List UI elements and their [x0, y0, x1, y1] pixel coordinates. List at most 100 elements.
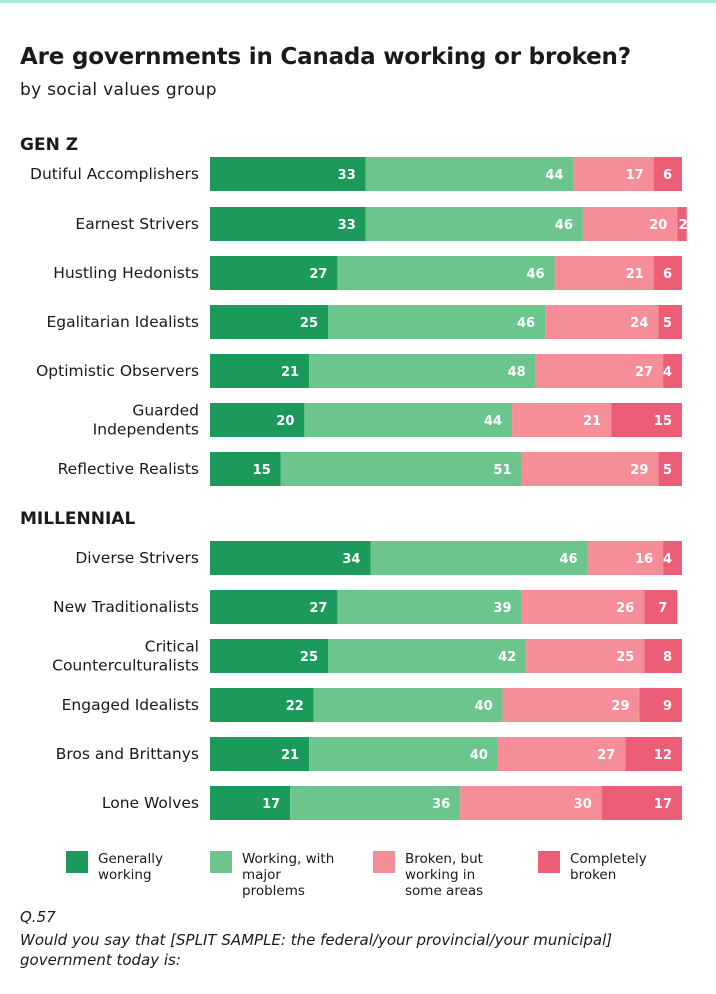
group-label: GEN Z — [20, 135, 78, 155]
data-label: 29 — [630, 463, 648, 478]
bar-segment-broken-some-areas — [521, 452, 659, 486]
data-label: 27 — [597, 748, 615, 763]
data-label: 46 — [560, 552, 578, 567]
data-label: 44 — [484, 414, 502, 429]
bar-segment-broken-some-areas — [545, 305, 659, 339]
category-label: Optimistic Observers — [36, 362, 199, 380]
bar-segment-generally-working — [210, 305, 328, 339]
bar-segment-working-major-problems — [328, 639, 527, 673]
legend-swatch-generally-working — [66, 851, 88, 873]
data-label: 48 — [508, 365, 526, 380]
bar-segment-completely-broken — [625, 737, 682, 771]
data-label: 36 — [432, 797, 450, 812]
bar-segment-working-major-problems — [370, 541, 588, 575]
bar-segment-completely-broken — [653, 157, 682, 191]
bar-segment-working-major-problems — [328, 305, 546, 339]
bar-segment-broken-some-areas — [554, 256, 654, 290]
data-label: 27 — [309, 601, 327, 616]
bar-segment-completely-broken — [677, 207, 687, 241]
data-label: 21 — [583, 414, 601, 429]
bar-segment-completely-broken — [658, 305, 682, 339]
data-label: 46 — [526, 267, 544, 282]
data-label: 27 — [635, 365, 653, 380]
legend-item-generally-working: Generally working — [66, 851, 190, 883]
bar-segment-completely-broken — [601, 786, 682, 820]
category-label: Hustling Hedonists — [53, 264, 199, 282]
category-label: Lone Wolves — [102, 794, 199, 812]
bar-segment-working-major-problems — [365, 157, 574, 191]
top-accent-rule — [0, 0, 716, 3]
bar-segment-completely-broken — [644, 590, 678, 624]
bar-segment-broken-some-areas — [535, 354, 664, 388]
bar-segment-working-major-problems — [290, 786, 461, 820]
question-text: Would you say that [SPLIT SAMPLE: the fe… — [20, 931, 613, 969]
chart-title: Are governments in Canada working or bro… — [20, 44, 631, 70]
bar-segment-working-major-problems — [337, 256, 555, 290]
bar-segment-working-major-problems — [304, 403, 513, 437]
bar-segment-generally-working — [210, 157, 366, 191]
bar-segment-broken-some-areas — [512, 403, 612, 437]
category-label: Engaged Idealists — [62, 696, 199, 714]
data-label: 15 — [253, 463, 271, 478]
data-label: 8 — [663, 650, 672, 665]
bar-segment-generally-working — [210, 688, 314, 722]
category-label: Earnest Strivers — [75, 215, 199, 233]
category-label: Counterculturalists — [52, 657, 199, 675]
data-label: 24 — [630, 316, 648, 331]
data-label: 33 — [338, 168, 356, 183]
bar-segment-generally-working — [210, 786, 291, 820]
data-label: 29 — [611, 699, 629, 714]
bar-segment-working-major-problems — [337, 590, 522, 624]
bar-segment-broken-some-areas — [521, 590, 645, 624]
bar-segment-broken-some-areas — [502, 688, 640, 722]
bar-segment-broken-some-areas — [497, 737, 626, 771]
bar-segment-completely-broken — [639, 688, 682, 722]
bar-segment-generally-working — [210, 207, 366, 241]
data-label: 4 — [663, 365, 672, 380]
category-label: Independents — [93, 421, 199, 439]
data-label: 30 — [574, 797, 592, 812]
data-label: 21 — [281, 365, 299, 380]
bar-segment-working-major-problems — [313, 688, 503, 722]
legend-swatch-broken-some-areas — [373, 851, 395, 873]
bar-segment-generally-working — [210, 737, 310, 771]
bar-segment-working-major-problems — [309, 737, 498, 771]
data-label: 5 — [663, 463, 672, 478]
data-label: 34 — [342, 552, 360, 567]
data-label: 27 — [309, 267, 327, 282]
bar-segment-completely-broken — [644, 639, 682, 673]
legend-label: Broken, but working in some areas — [405, 851, 484, 899]
category-label: Guarded — [132, 402, 199, 420]
data-label: 51 — [493, 463, 511, 478]
data-label: 46 — [555, 218, 573, 233]
data-label: 20 — [276, 414, 294, 429]
data-label: 17 — [654, 797, 672, 812]
data-label: 21 — [281, 748, 299, 763]
data-label: 25 — [300, 316, 318, 331]
category-label: Diverse Strivers — [75, 549, 199, 567]
data-label: 42 — [498, 650, 516, 665]
data-label: 4 — [663, 552, 672, 567]
bar-segment-broken-some-areas — [573, 157, 654, 191]
legend-swatch-working-major-problems — [210, 851, 232, 873]
legend-item-broken-some-areas: Broken, but working in some areas — [373, 851, 503, 899]
data-label: 40 — [470, 748, 488, 763]
data-label: 6 — [663, 267, 672, 282]
data-label: 44 — [545, 168, 563, 183]
bar-segment-broken-some-areas — [460, 786, 602, 820]
data-label: 12 — [654, 748, 672, 763]
legend-item-working-major-problems: Working, with major problems — [210, 851, 337, 899]
bar-segment-generally-working — [210, 639, 328, 673]
category-label: Bros and Brittanys — [56, 745, 199, 763]
bar-segment-completely-broken — [663, 354, 682, 388]
legend-label: Completely broken — [570, 851, 647, 883]
data-label: 15 — [654, 414, 672, 429]
legend-label: Generally working — [98, 851, 163, 883]
data-label: 21 — [626, 267, 644, 282]
category-label: Egalitarian Idealists — [46, 313, 199, 331]
data-label: 46 — [517, 316, 535, 331]
legend-label: Working, with major problems — [242, 851, 335, 899]
category-label: New Traditionalists — [53, 598, 199, 616]
data-label: 16 — [635, 552, 653, 567]
